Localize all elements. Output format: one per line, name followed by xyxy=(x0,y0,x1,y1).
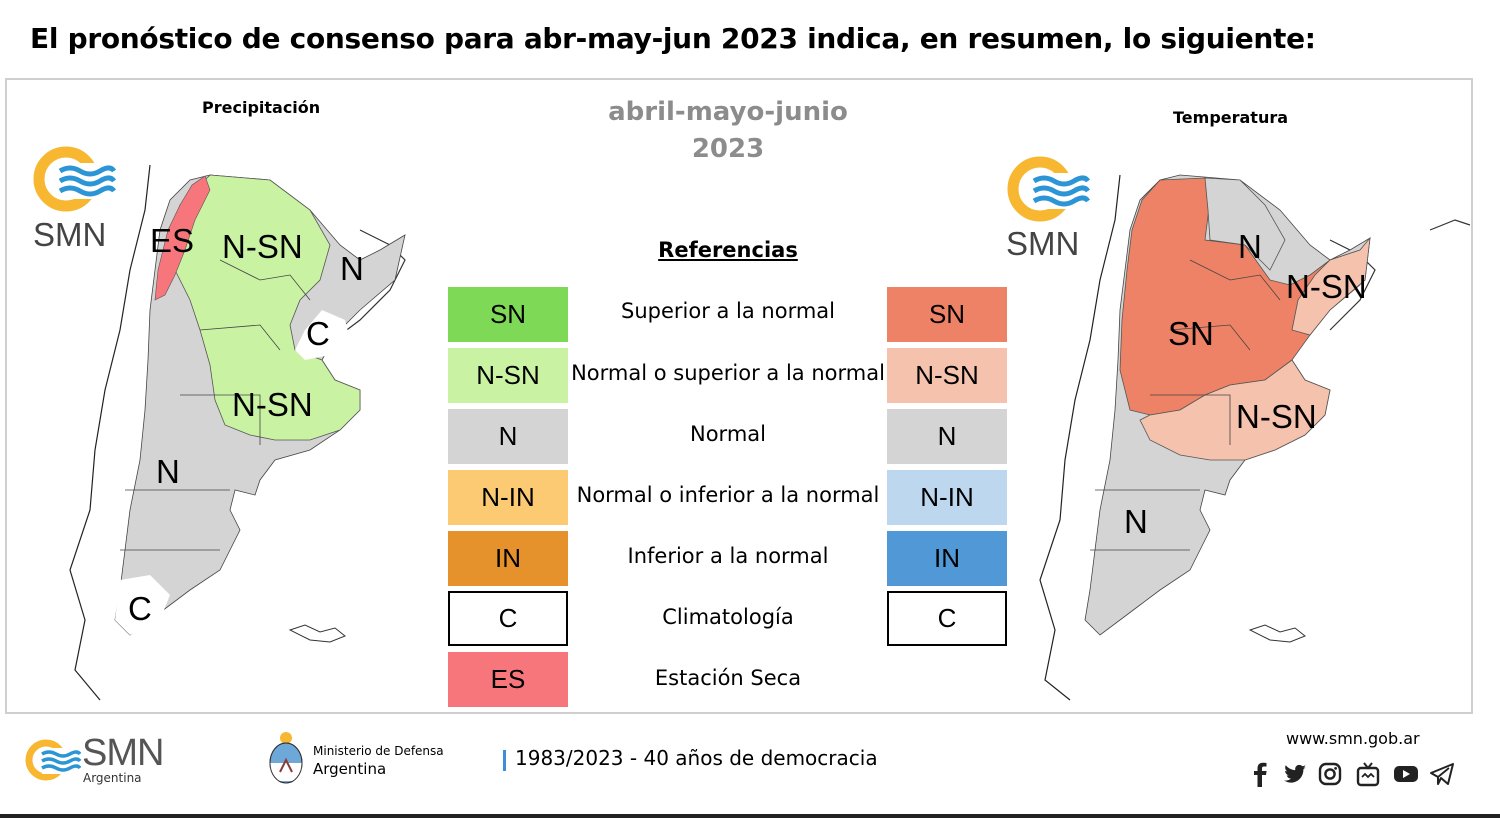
temp-sn-region xyxy=(1119,177,1361,416)
legend-label: Normal xyxy=(690,422,766,446)
legend-label: Normal o inferior a la normal xyxy=(576,483,880,507)
period-title: abril-mayo-junio 2023 xyxy=(560,94,896,168)
precip-label-nsn-north: N-SN xyxy=(222,228,303,265)
legend-label: Superior a la normal xyxy=(620,299,836,323)
legend-swatch-precip: SN xyxy=(448,287,568,342)
ministry-country: Argentina xyxy=(313,760,387,778)
temp-label-sn: SN xyxy=(1168,315,1214,352)
temp-label-nsn-center: N-SN xyxy=(1236,398,1317,435)
tv-icon[interactable] xyxy=(1354,760,1382,788)
precip-label-c: C xyxy=(306,315,330,352)
facebook-icon[interactable] xyxy=(1246,760,1274,788)
chile-coast xyxy=(69,164,151,701)
legend-swatch-precip: N-SN xyxy=(448,348,568,403)
legend-swatch-precip: IN xyxy=(448,531,568,586)
legend-swatch-precip: N xyxy=(448,409,568,464)
democracy-text: 1983/2023 - 40 años de democracia xyxy=(515,746,878,770)
legend-swatch-temp: SN xyxy=(887,287,1007,342)
page-title: El pronóstico de consenso para abr-may-j… xyxy=(30,22,1316,55)
period-label: abril-mayo-junio xyxy=(608,97,848,127)
smn-footer-logo-subtitle: Argentina xyxy=(83,771,142,785)
youtube-icon[interactable] xyxy=(1392,760,1420,788)
temp-label-n-north: N xyxy=(1238,228,1262,265)
legend-label: Climatología xyxy=(662,605,794,629)
temp-map xyxy=(1039,174,1471,701)
temp-label-nsn-east: N-SN xyxy=(1286,268,1367,305)
precip-label-n-west: N xyxy=(156,453,180,490)
temp-nsn-region xyxy=(1139,359,1331,461)
footer-divider xyxy=(0,814,1500,818)
website-link[interactable]: www.smn.gob.ar xyxy=(1286,729,1420,748)
argentina-coat-of-arms-icon xyxy=(269,732,303,784)
smn-logo-temp xyxy=(1007,156,1091,222)
legend-label: Estación Seca xyxy=(654,666,802,690)
temp-map-title: Temperatura xyxy=(1173,108,1289,127)
smn-logo-text-precip: SMN xyxy=(33,216,107,253)
legend-swatch-temp: IN xyxy=(887,531,1007,586)
legend-swatch-temp: N xyxy=(887,409,1007,464)
precip-map xyxy=(69,164,406,701)
smn-logo-precip xyxy=(33,146,117,212)
telegram-icon[interactable] xyxy=(1428,760,1456,788)
legend-swatch-precip: ES xyxy=(448,652,568,707)
temp-label-n-south: N xyxy=(1124,503,1148,540)
precip-map-title: Precipitación xyxy=(202,98,321,117)
legend-label: Normal o superior a la normal xyxy=(571,361,885,385)
legend-swatch-precip: N-IN xyxy=(448,470,568,525)
precip-climatology-south xyxy=(115,575,170,635)
chile-coast xyxy=(1039,174,1121,701)
smn-logo-text-temp: SMN xyxy=(1006,225,1080,262)
precip-label-es: ES xyxy=(150,222,195,259)
forecast-panel xyxy=(5,78,1473,714)
smn-footer-logo-icon xyxy=(25,739,82,781)
precip-label-n-east: N xyxy=(340,250,364,287)
precip-dry-season-region xyxy=(154,175,211,301)
democracy-divider xyxy=(503,750,506,771)
temp-n-north-region xyxy=(1204,177,1286,271)
references-title: Referencias xyxy=(658,238,798,262)
smn-footer-logo-text: SMN xyxy=(82,732,164,774)
precip-label-c-south: C xyxy=(128,590,152,627)
instagram-icon[interactable] xyxy=(1316,760,1344,788)
legend-swatch-temp: N-SN xyxy=(887,348,1007,403)
period-year: 2023 xyxy=(691,134,765,164)
ministry-name: Ministerio de Defensa xyxy=(313,744,444,758)
legend-swatch-temp: N-IN xyxy=(887,470,1007,525)
legend-swatch-precip: C xyxy=(448,591,568,646)
twitter-icon[interactable] xyxy=(1281,760,1309,788)
precip-label-nsn-center: N-SN xyxy=(232,386,313,423)
legend-label: Inferior a la normal xyxy=(627,544,829,568)
precip-climatology-region xyxy=(295,310,350,360)
legend-swatch-temp: C xyxy=(887,591,1007,646)
precip-nsn-region xyxy=(167,174,361,441)
